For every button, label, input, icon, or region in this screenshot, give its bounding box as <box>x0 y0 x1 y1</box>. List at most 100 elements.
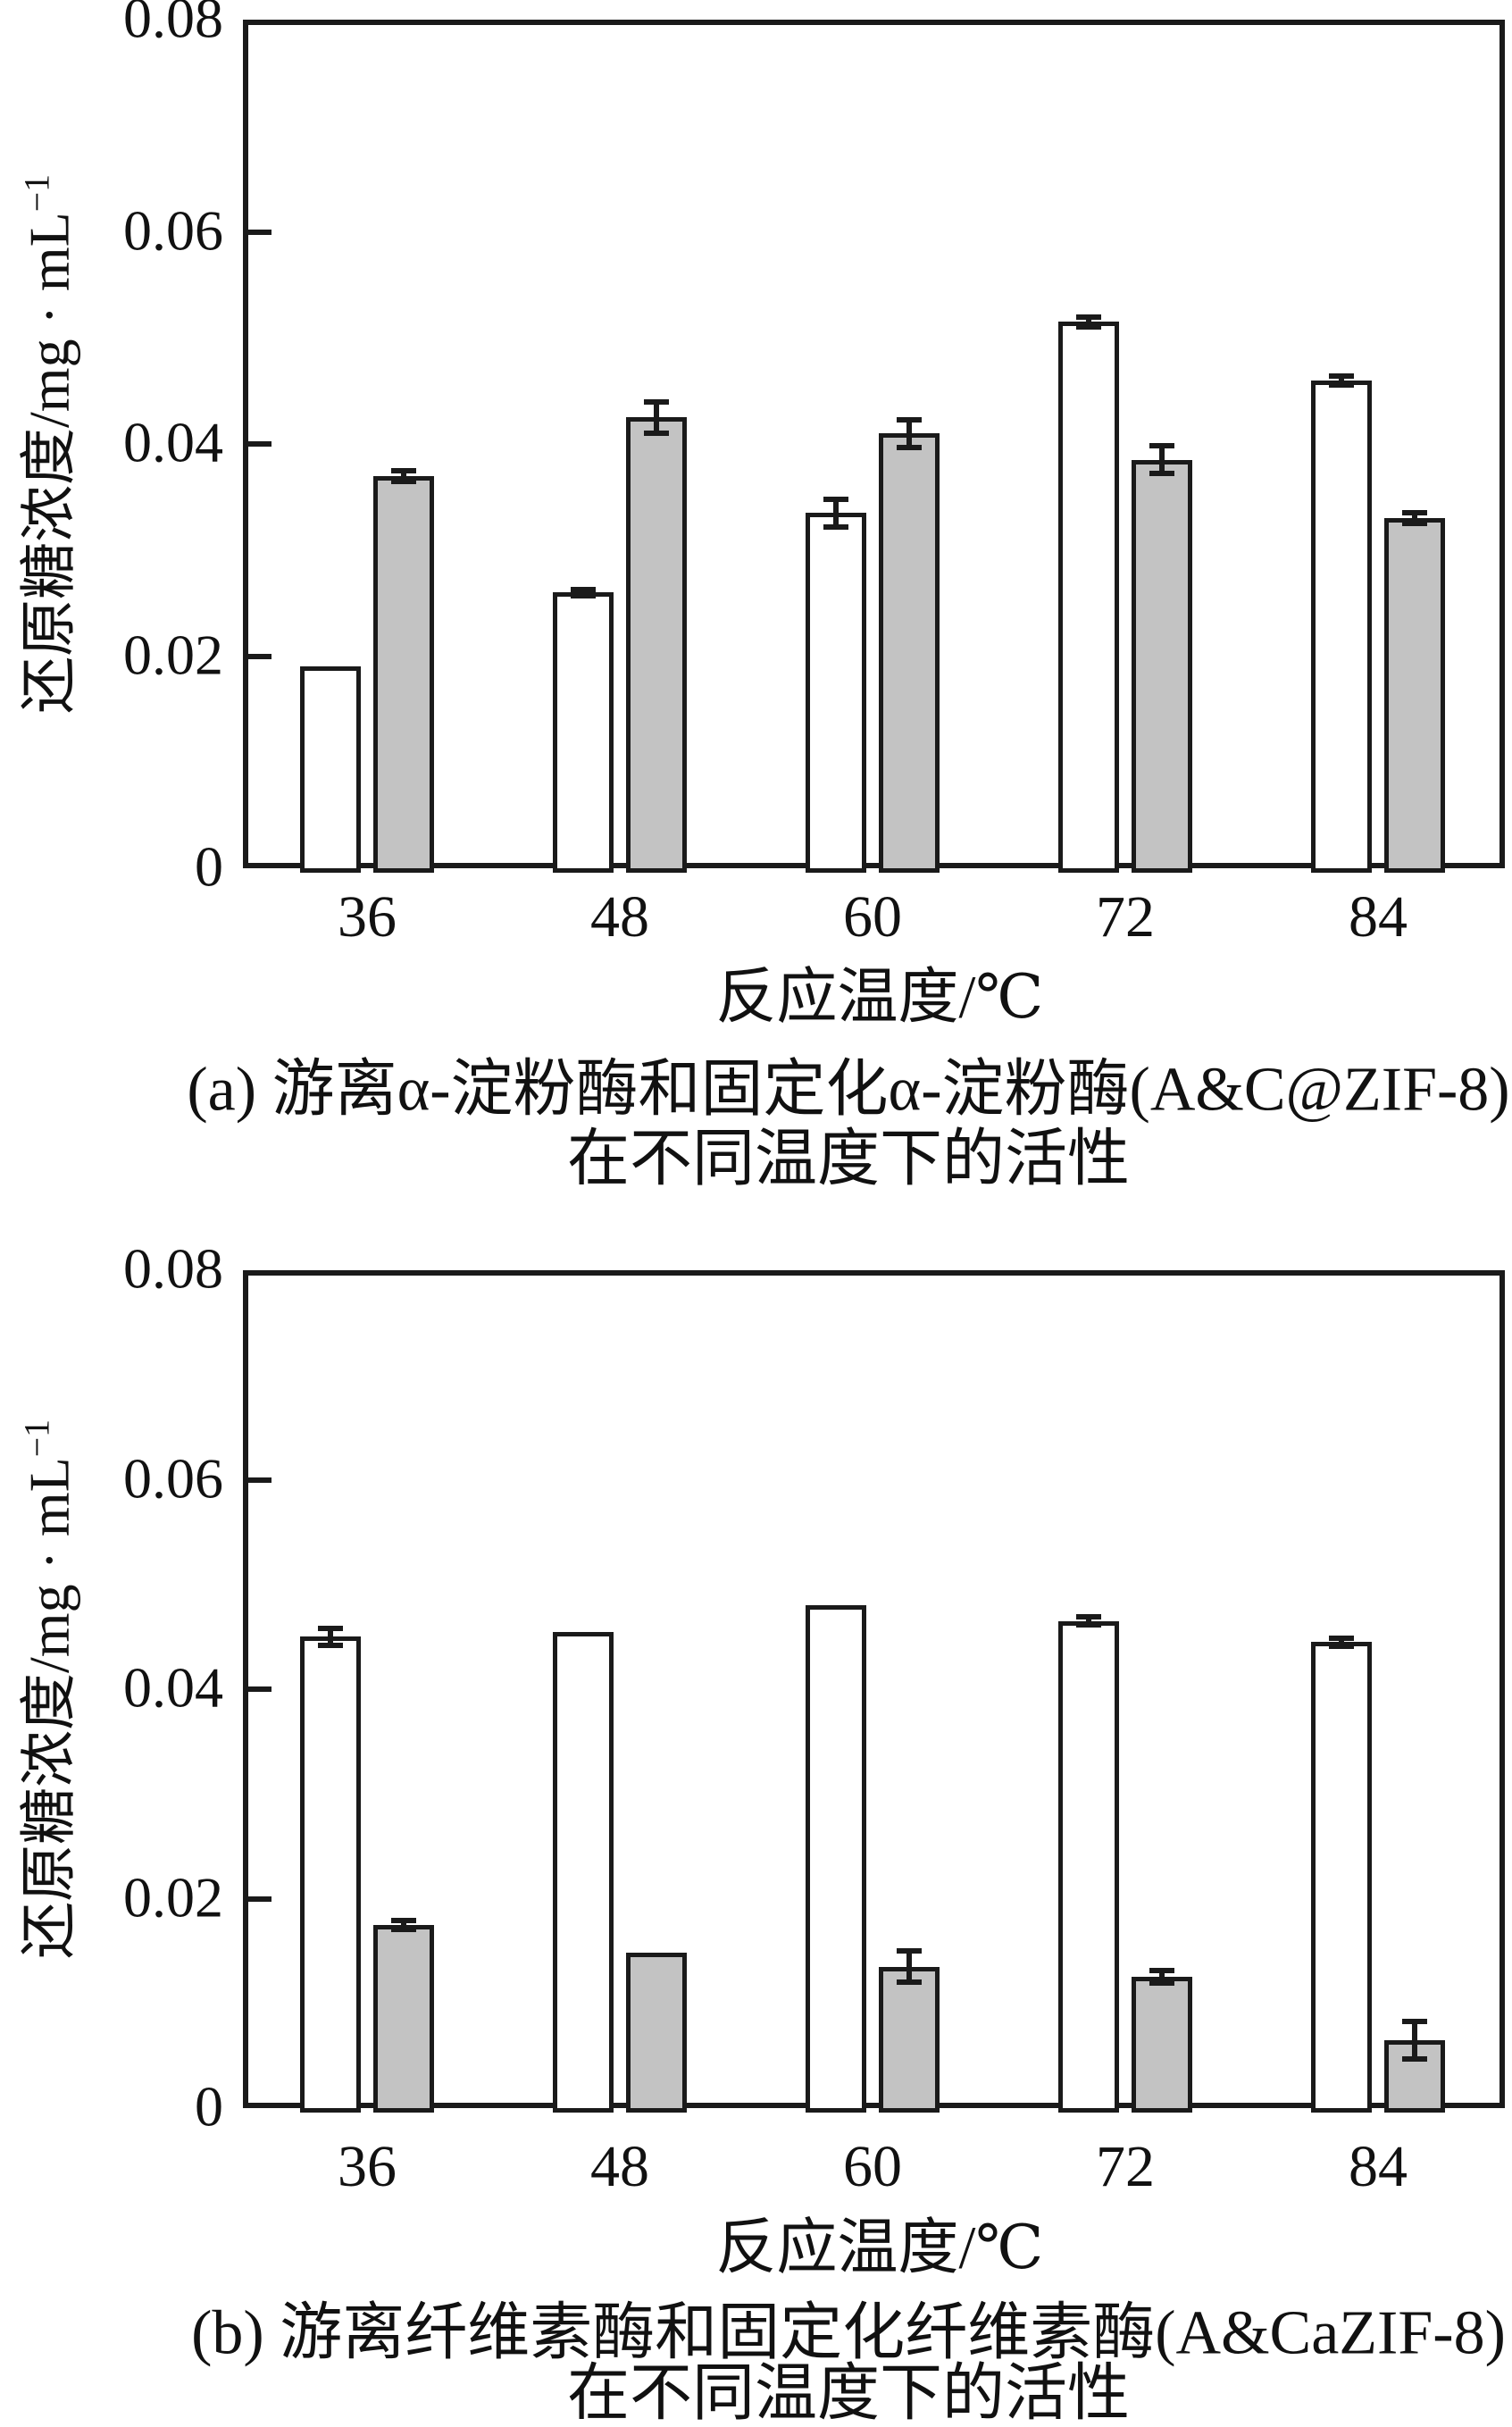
y-tick-label-a-0: 0 <box>195 834 223 899</box>
error-bar-cap-low-b-84-immobilized <box>1329 1643 1354 1649</box>
error-bar-cap-high-b-72-free <box>1149 1968 1174 1974</box>
error-bar-cap-low-b-36-immobilized <box>318 1642 343 1648</box>
error-bar-cap-low-b-84-free <box>1402 2055 1427 2062</box>
x-tick-label-a-60: 60 <box>843 884 902 950</box>
x-tick-label-a-36: 36 <box>338 884 397 950</box>
bar-b-60-free <box>879 1966 940 2113</box>
y-tick-label-a-0.02: 0.02 <box>123 623 223 687</box>
x-tick-label-b-84: 84 <box>1349 2134 1408 2199</box>
error-bar-cap-high-b-60-free <box>897 1948 922 1954</box>
y-tick-b-0.04 <box>248 1686 271 1692</box>
y-tick-label-b-0.08: 0.08 <box>123 1236 223 1301</box>
error-bar-cap-high-a-60-immobilized <box>823 496 848 502</box>
error-bar-cap-low-a-48-immobilized <box>571 592 596 598</box>
y-axis-label-a-sup: −1 <box>17 174 57 213</box>
error-bar-cap-high-a-84-free <box>1402 510 1427 516</box>
bar-a-84-immobilized <box>1311 380 1372 873</box>
error-bar-line-b-60-free <box>906 1951 912 1983</box>
y-tick-b-0.06 <box>248 1477 271 1483</box>
error-bar-cap-high-b-36-immobilized <box>318 1625 343 1631</box>
x-axis-label-b: 反应温度/℃ <box>715 2214 1044 2281</box>
y-tick-b-0.02 <box>248 1896 271 1902</box>
error-bar-line-b-72-immobilized <box>1086 1617 1091 1626</box>
error-bar-cap-low-b-36-free <box>391 1926 416 1932</box>
error-bar-cap-low-a-72-free <box>1149 471 1174 477</box>
error-bar-cap-high-a-84-immobilized <box>1329 373 1354 379</box>
caption-a-line-2: 在不同温度下的活性 <box>567 1125 1130 1194</box>
caption-a-line-1: (a) 游离α-淀粉酶和固定化α-淀粉酶(A&C@ZIF-8) <box>187 1055 1510 1125</box>
bar-a-48-free <box>626 417 687 873</box>
error-bar-cap-low-a-48-free <box>644 431 669 437</box>
error-bar-cap-high-a-72-free <box>1149 443 1174 449</box>
y-axis-label-b: 还原糖浓度/mg · mL−1 <box>17 1419 80 1959</box>
x-tick-label-b-36: 36 <box>338 2134 397 2199</box>
error-bar-cap-high-a-36-free <box>391 467 416 473</box>
error-bar-cap-low-a-72-immobilized <box>1076 324 1101 331</box>
error-bar-cap-high-b-36-free <box>391 1918 416 1924</box>
bar-a-60-free <box>879 433 940 873</box>
error-bar-line-a-84-immobilized <box>1339 376 1344 385</box>
y-tick-a-0.06 <box>248 229 271 235</box>
bar-b-60-immobilized <box>806 1605 866 2113</box>
error-bar-cap-low-a-36-free <box>391 478 416 484</box>
x-tick-label-a-72: 72 <box>1096 884 1155 950</box>
x-tick-label-a-84: 84 <box>1349 884 1408 950</box>
bar-b-36-immobilized <box>300 1636 361 2113</box>
bar-a-36-free <box>373 475 434 873</box>
bar-a-72-free <box>1132 459 1192 873</box>
y-axis-label-a: 还原糖浓度/mg · mL−1 <box>17 174 80 714</box>
bar-b-48-free <box>626 1953 687 2113</box>
error-bar-cap-low-a-84-free <box>1402 521 1427 527</box>
y-tick-a-0.02 <box>248 653 271 659</box>
y-tick-label-b-0.04: 0.04 <box>123 1655 223 1720</box>
error-bar-cap-low-b-72-immobilized <box>1076 1622 1101 1628</box>
plot-box-b <box>243 1270 1505 2108</box>
bar-a-60-immobilized <box>806 513 866 873</box>
error-bar-line-a-84-free <box>1412 513 1417 524</box>
x-tick-label-b-60: 60 <box>843 2134 902 2199</box>
error-bar-cap-high-a-60-free <box>897 416 922 423</box>
error-bar-line-b-36-immobilized <box>328 1628 333 1645</box>
y-tick-label-b-0.02: 0.02 <box>123 1865 223 1929</box>
y-tick-label-a-0.08: 0.08 <box>123 0 223 50</box>
bar-b-72-free <box>1132 1977 1192 2113</box>
error-bar-cap-high-a-48-immobilized <box>571 586 596 592</box>
error-bar-line-a-72-free <box>1159 446 1165 474</box>
error-bar-line-b-84-immobilized <box>1339 1637 1344 1646</box>
y-tick-label-b-0.06: 0.06 <box>123 1446 223 1511</box>
error-bar-cap-high-a-72-immobilized <box>1076 314 1101 320</box>
bar-a-72-immobilized <box>1058 322 1119 873</box>
error-bar-line-a-36-free <box>401 470 406 481</box>
plot-box-a <box>243 20 1505 868</box>
error-bar-cap-low-a-84-immobilized <box>1329 381 1354 388</box>
bar-b-36-free <box>373 1924 434 2113</box>
error-bar-line-b-84-free <box>1412 2021 1417 2059</box>
error-bar-line-a-48-free <box>654 401 659 434</box>
error-bar-cap-high-a-48-free <box>644 398 669 405</box>
bar-b-48-immobilized <box>553 1631 614 2113</box>
y-tick-label-b-0: 0 <box>195 2074 223 2138</box>
y-tick-label-a-0.06: 0.06 <box>123 198 223 263</box>
error-bar-line-a-60-free <box>906 419 912 448</box>
error-bar-cap-low-a-60-immobilized <box>823 523 848 530</box>
error-bar-line-a-48-immobilized <box>581 589 586 596</box>
error-bar-cap-low-a-60-free <box>897 444 922 450</box>
y-axis-label-b-sup: −1 <box>17 1419 57 1458</box>
bar-a-84-free <box>1384 518 1445 873</box>
error-bar-line-a-60-immobilized <box>833 498 839 527</box>
x-tick-label-b-72: 72 <box>1096 2134 1155 2199</box>
error-bar-line-a-72-immobilized <box>1086 316 1091 328</box>
y-tick-a-0.04 <box>248 441 271 447</box>
bar-a-48-immobilized <box>553 592 614 873</box>
error-bar-line-b-36-free <box>401 1921 406 1929</box>
error-bar-cap-low-b-60-free <box>897 1979 922 1986</box>
error-bar-line-b-72-free <box>1159 1971 1165 1984</box>
x-tick-label-a-48: 48 <box>590 884 649 950</box>
error-bar-cap-high-b-72-immobilized <box>1076 1614 1101 1620</box>
x-tick-label-b-48: 48 <box>590 2134 649 2199</box>
caption-b-line-1: (b) 游离纤维素酶和固定化纤维素酶(A&CaZIF-8) <box>191 2298 1506 2368</box>
caption-b-line-2: 在不同温度下的活性 <box>567 2359 1130 2427</box>
error-bar-cap-low-b-72-free <box>1149 1980 1174 1987</box>
error-bar-cap-high-b-84-immobilized <box>1329 1635 1354 1641</box>
